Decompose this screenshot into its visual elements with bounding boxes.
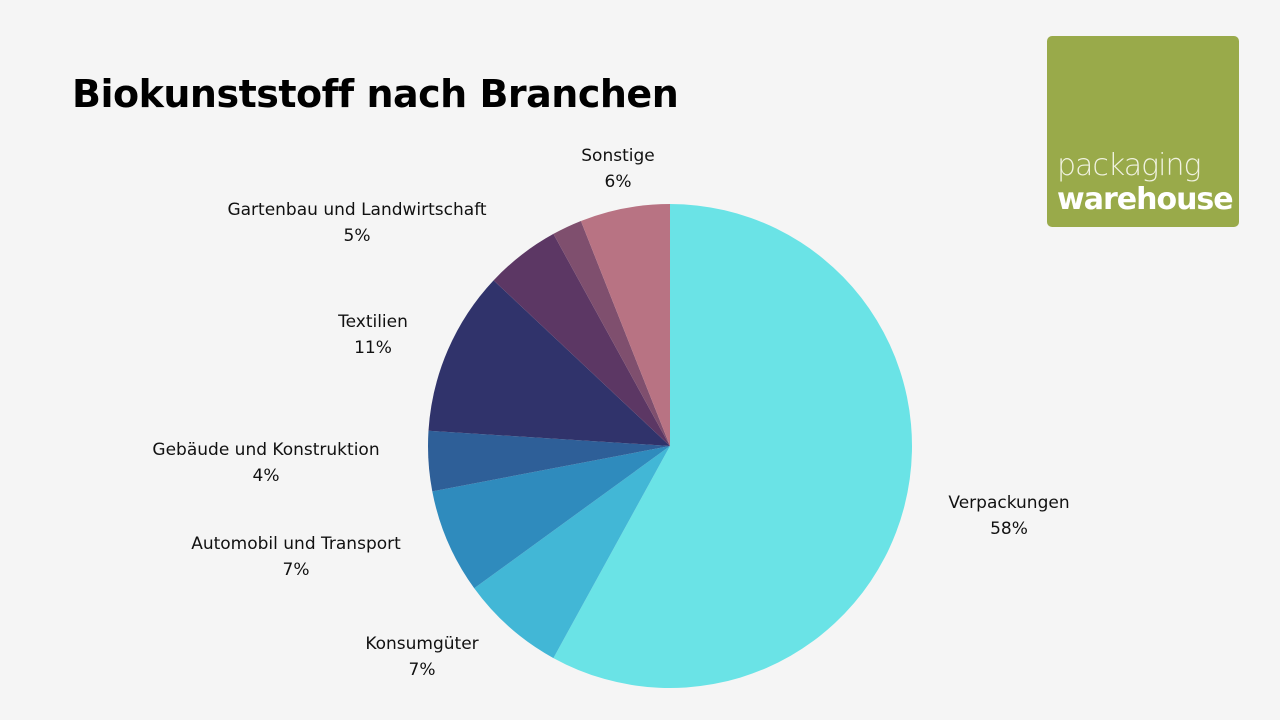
label-konsumgueter: Konsumgüter 7% [365, 631, 478, 683]
packaging-warehouse-logo: packaging warehouse [1047, 36, 1239, 227]
pie-slice-verpackungen [553, 204, 912, 688]
slice-value: 4% [252, 466, 280, 486]
slice-label: Sonstige [581, 146, 655, 166]
pie-slice-gartenbau-und-landwirtschaft [493, 233, 670, 446]
pie-slice-textilien [428, 280, 670, 446]
label-sonstige: Sonstige 6% [581, 143, 654, 195]
slice-value: 58% [990, 519, 1028, 539]
label-automobil: Automobil und Transport 7% [191, 531, 401, 583]
slice-label: Automobil und Transport [191, 534, 401, 554]
slice-label: Konsumgüter [365, 634, 479, 654]
slice-label: Gebäude und Konstruktion [152, 440, 380, 460]
label-gebaeude: Gebäude und Konstruktion 4% [152, 437, 379, 489]
label-gartenbau: Gartenbau und Landwirtschaft 5% [227, 197, 486, 249]
slice-value: 11% [354, 338, 392, 358]
slice-value: 5% [343, 226, 371, 246]
slice-value: 6% [604, 172, 632, 192]
label-verpackungen: Verpackungen 58% [948, 490, 1069, 542]
chart-title: Biokunststoff nach Branchen [72, 72, 679, 116]
slice-label: Gartenbau und Landwirtschaft [227, 200, 487, 220]
pie-slice-sonstige [580, 204, 670, 446]
slice-label: Verpackungen [948, 493, 1070, 513]
pie-slice-automobil-und-transport [432, 446, 670, 589]
slice-value: 7% [408, 660, 436, 680]
slice-label: Textilien [338, 312, 408, 332]
pie-slice-gebäude-und-konstruktion [428, 430, 670, 492]
label-textilien: Textilien 11% [338, 309, 408, 361]
pie-slice-konsumgüter [474, 446, 670, 659]
logo-line-2: warehouse [1057, 182, 1234, 217]
pie-slice-unlabeled [553, 220, 670, 446]
slice-value: 7% [282, 560, 310, 580]
logo-line-1: packaging [1057, 148, 1202, 183]
